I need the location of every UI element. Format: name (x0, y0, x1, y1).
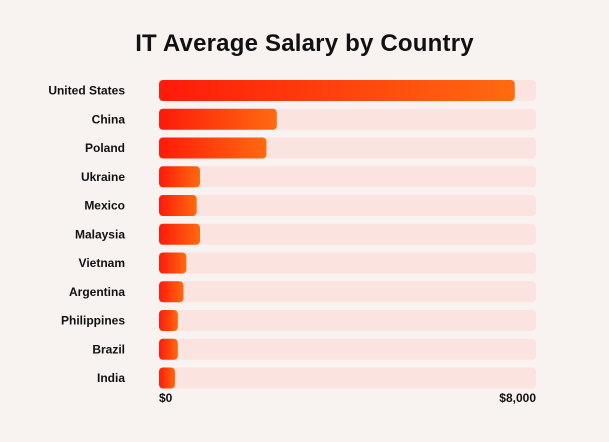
category-label: Ukraine (81, 170, 125, 184)
category-label: United States (48, 84, 125, 98)
bar-track (159, 223, 536, 245)
category-label: Argentina (69, 285, 125, 299)
category-label: Mexico (84, 199, 125, 213)
x-tick-label: $0 (159, 391, 173, 405)
bar-philippines (159, 310, 178, 331)
bar-argentina (159, 281, 184, 303)
bar-track (159, 195, 536, 216)
bar-india (159, 367, 176, 389)
category-label: Philippines (61, 314, 125, 328)
bar-track (159, 281, 536, 303)
x-axis-ticks: $0 $8,000 (159, 391, 536, 405)
bar-brazil (159, 338, 178, 360)
bar-track (159, 310, 536, 331)
bar-track (159, 338, 536, 360)
bar-track (159, 166, 536, 188)
bar-mexico (159, 195, 197, 216)
category-label: India (97, 371, 125, 385)
bar-china (159, 108, 277, 130)
bar-track (159, 367, 536, 389)
category-label: China (92, 112, 126, 126)
category-label: Poland (85, 141, 125, 155)
category-label: Malaysia (75, 227, 125, 241)
bar-rows: United States China Poland Ukraine Mexico Mal… (48, 80, 536, 389)
bar-poland (159, 137, 267, 159)
bar-track (159, 252, 536, 274)
x-tick-label: $8,000 (499, 391, 536, 405)
category-label: Vietnam (79, 256, 125, 270)
bar-united-states (159, 80, 515, 101)
bar-malaysia (159, 223, 200, 245)
bar-vietnam (159, 252, 187, 274)
category-label: Brazil (92, 342, 125, 356)
chart-title: IT Average Salary by Country (135, 30, 474, 57)
bar-ukraine (159, 166, 200, 188)
